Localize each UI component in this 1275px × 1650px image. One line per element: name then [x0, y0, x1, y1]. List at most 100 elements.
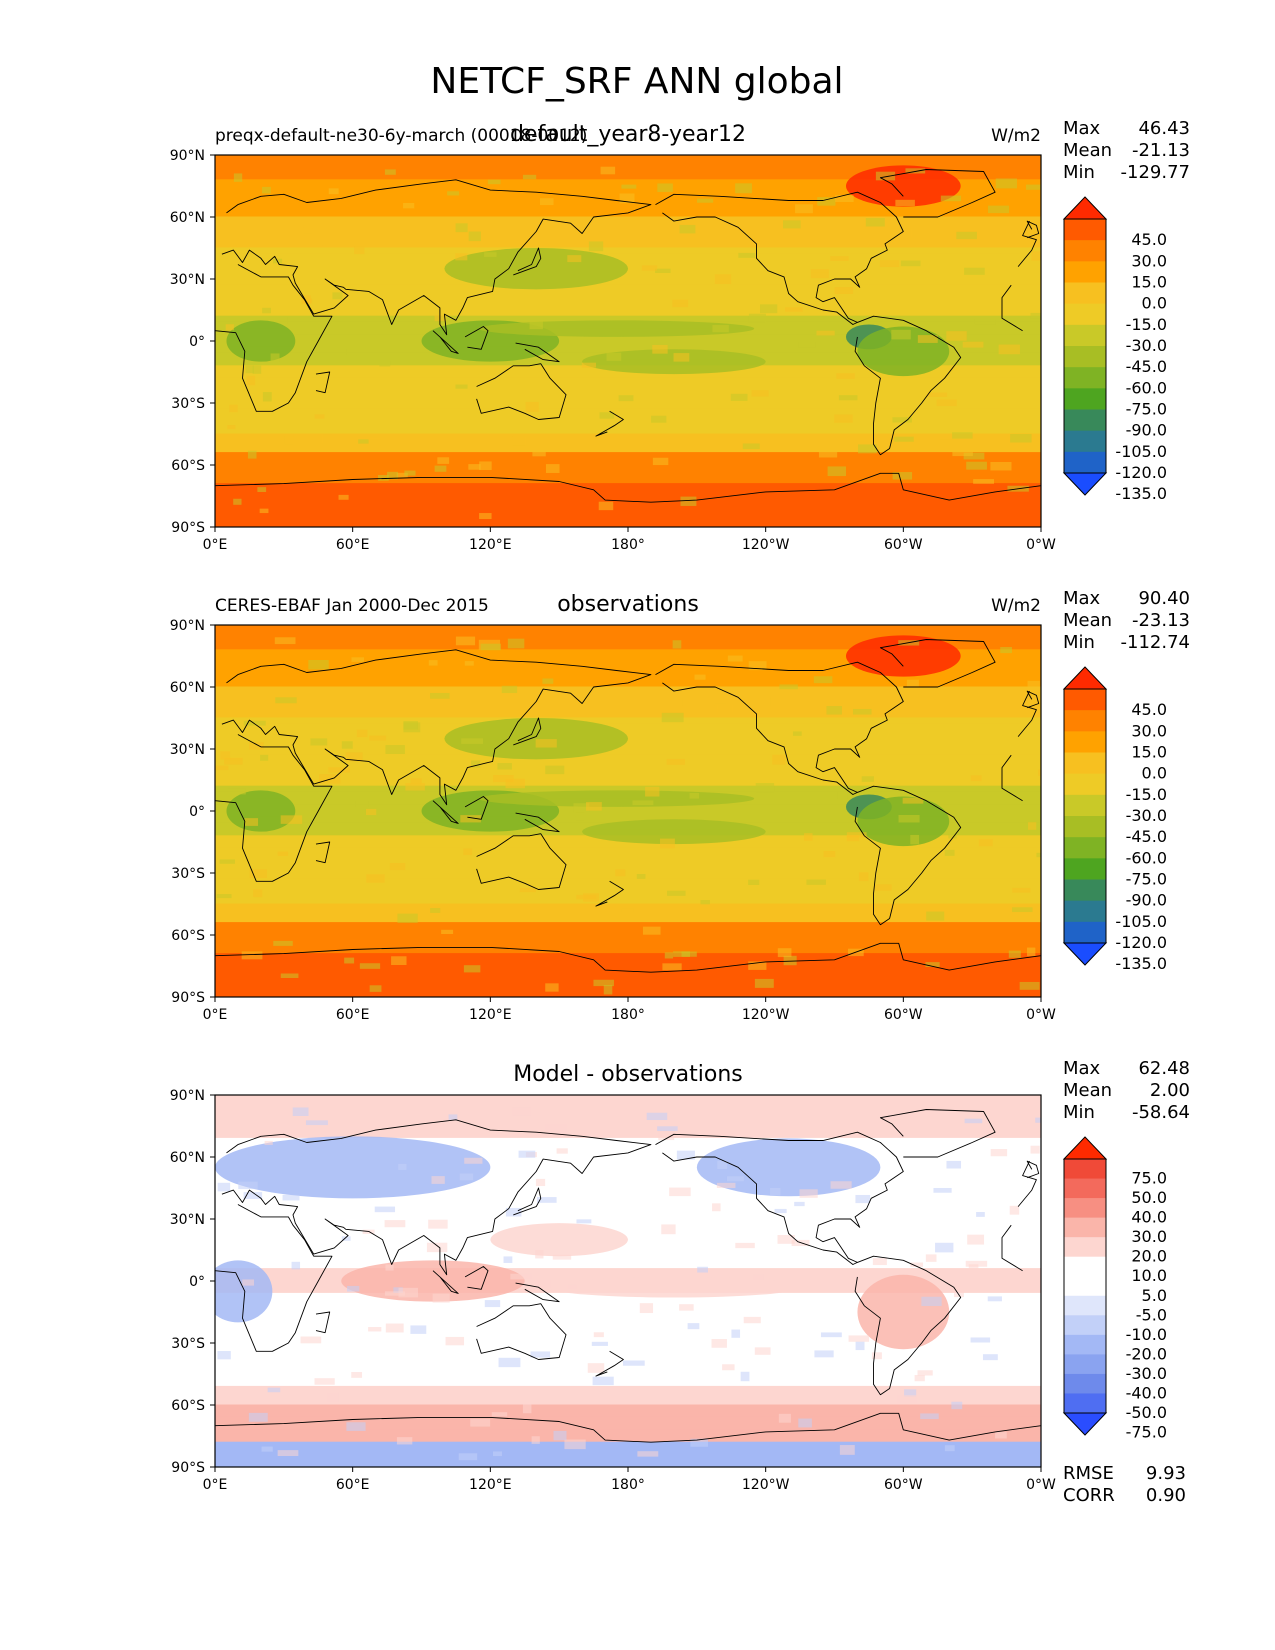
field-speckle [846, 835, 860, 842]
lat-band [215, 625, 1041, 632]
colorbar-segment [1064, 1276, 1106, 1297]
field-speckle [1036, 852, 1041, 858]
lat-band [215, 686, 1041, 694]
field-speckle [219, 859, 236, 864]
field-speckle [637, 1451, 659, 1457]
x-tick-label: 0°W [1026, 1007, 1056, 1023]
colorbar-extend-top [1062, 666, 1108, 690]
field-speckle [567, 1284, 577, 1290]
field-feature [582, 819, 766, 845]
stat-value-mean: -23.13 [1132, 610, 1190, 631]
field-speckle [356, 729, 368, 738]
lat-band [215, 779, 1041, 787]
stat-value-max: 62.48 [1138, 1058, 1190, 1079]
field-speckle [464, 1157, 483, 1164]
lat-band [215, 754, 1041, 762]
field-speckle [525, 401, 539, 412]
field-speckle [448, 1114, 458, 1120]
colorbar-segment [1064, 794, 1106, 817]
field-speckle [328, 188, 339, 195]
colorbar: 45.0 30.0 15.0 0.0 -15.0 -30.0 -45.0 -60.0 -75.0… [1062, 196, 1167, 503]
field-speckle [752, 1274, 764, 1280]
coastline-australia [476, 1303, 567, 1360]
field-speckle [990, 461, 1012, 471]
field-speckle [712, 325, 729, 333]
lat-band [215, 705, 1041, 713]
coastline-madagascar [315, 841, 331, 864]
field-speckle [591, 1341, 608, 1346]
colorbar-label: -45.0 [1126, 827, 1167, 846]
colorbar-label: 30.0 [1131, 1227, 1167, 1246]
field-speckle [892, 472, 913, 480]
field-speckle [711, 1339, 727, 1348]
lat-band [215, 1299, 1041, 1307]
field-speckle [839, 1445, 855, 1455]
field-speckle [322, 239, 332, 246]
field-speckle [717, 1160, 728, 1170]
field-speckle [697, 1266, 708, 1273]
field-speckle [875, 171, 896, 181]
colorbar-segment [1064, 303, 1106, 326]
field-speckle [987, 205, 1010, 214]
stat-label-max: Max [1063, 588, 1101, 609]
field-speckle [820, 1332, 842, 1338]
coastline-borneo [464, 796, 489, 820]
colorbar-segment [1064, 1334, 1106, 1355]
field-speckle [689, 792, 700, 799]
field-feature [857, 1274, 950, 1350]
colorbar-segment [1064, 731, 1106, 753]
field-speckle [552, 1254, 572, 1260]
field-speckle [672, 299, 689, 308]
field-feature [226, 320, 296, 362]
lat-band [215, 303, 1041, 311]
field-speckle [341, 1236, 351, 1241]
field-speckle [618, 395, 634, 402]
field-speckle [783, 955, 797, 966]
colorbar-label: -50.0 [1126, 1403, 1167, 1422]
field-speckle [345, 752, 363, 762]
y-tick-label: 30°S [171, 396, 205, 412]
field-speckle [748, 961, 767, 970]
y-tick-label: 60°S [171, 928, 205, 944]
lat-band [215, 630, 1041, 638]
field-speckle [964, 267, 985, 275]
field-speckle [576, 1219, 592, 1224]
field-speckle [946, 1160, 962, 1169]
lat-band [215, 1131, 1041, 1139]
lat-band [215, 160, 1041, 168]
lat-band [215, 909, 1041, 917]
field-speckle [861, 776, 874, 782]
lat-band [215, 872, 1041, 880]
field-speckle [848, 1335, 870, 1342]
field-feature [582, 349, 766, 375]
field-speckle [816, 330, 835, 336]
lat-band [215, 433, 1041, 441]
field-speckle [777, 948, 792, 958]
field-speckle [871, 696, 884, 701]
field-speckle [280, 973, 299, 979]
field-speckle [871, 1352, 882, 1360]
coastline-antarctica [215, 472, 1041, 527]
field-speckle [690, 1438, 709, 1447]
lat-band [215, 649, 1041, 657]
colorbar-label: 45.0 [1131, 700, 1167, 719]
lat-band [215, 847, 1041, 855]
field-speckle [233, 173, 243, 182]
field-speckle [434, 315, 447, 322]
field-speckle [217, 1351, 231, 1360]
lat-band [215, 977, 1041, 986]
colorbar-label: -75.0 [1126, 400, 1167, 419]
field-speckle [567, 255, 582, 263]
field-speckle [545, 1123, 567, 1134]
panel-test: 0°E 60°E 120°E 180° 120°W 60°W 0°W 90°N 60°N 30°N… [170, 118, 1190, 553]
field-speckle [434, 465, 447, 472]
lat-band [215, 470, 1041, 478]
field-speckle [447, 191, 460, 196]
field-speckle [593, 1332, 604, 1338]
field-speckle [398, 1163, 407, 1170]
field-speckle [220, 751, 231, 760]
coastline-africa [215, 264, 333, 412]
coastline-japan [513, 247, 542, 276]
lat-band [215, 371, 1041, 379]
field-speckle [1038, 220, 1041, 226]
